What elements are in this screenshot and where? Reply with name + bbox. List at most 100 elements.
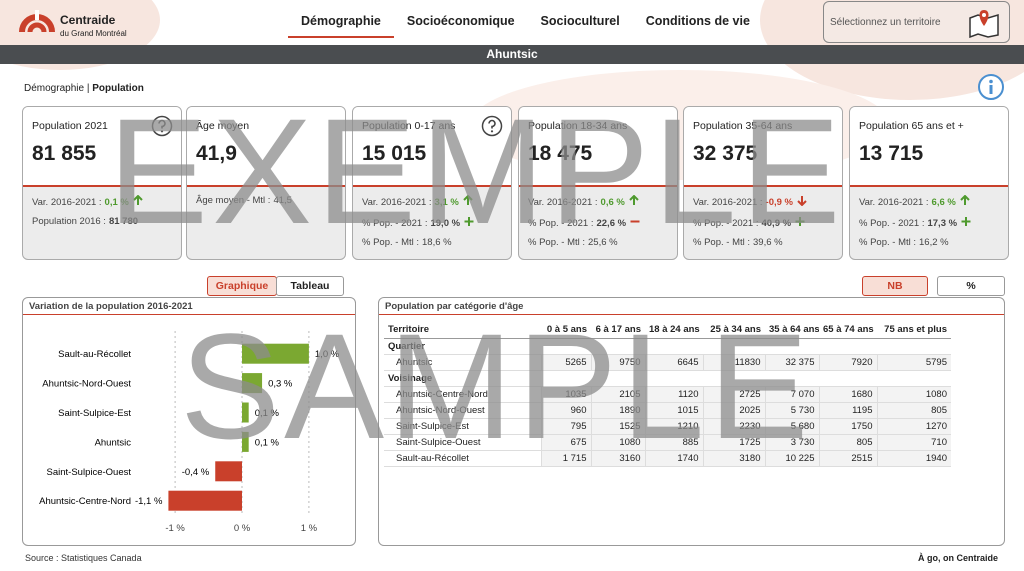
- cell: 1080: [876, 386, 951, 403]
- line-label: % Pop. - Mtl :: [693, 237, 751, 248]
- line-value: 40,9 %: [761, 218, 792, 229]
- line-value: 22,6 %: [596, 218, 627, 229]
- cell: 960: [540, 402, 591, 419]
- cell: 1890: [590, 402, 645, 419]
- x-tick-label: 1 %: [301, 523, 318, 534]
- card-title: Âge moyen: [196, 120, 250, 132]
- cell: 5 680: [764, 418, 819, 435]
- column-header: 6 à 17 ans: [591, 321, 645, 339]
- cell: 2515: [818, 450, 877, 467]
- table: Territoire 0 à 5 ans 6 à 17 ans 18 à 24 ans…: [384, 321, 951, 467]
- toggle-button[interactable]: Tableau: [276, 276, 344, 296]
- line-label: Var. 2016-2021 :: [859, 197, 929, 208]
- source: Source : Statistiques Canada: [25, 553, 142, 563]
- toggle-button[interactable]: %: [937, 276, 1005, 296]
- toggle-button[interactable]: NB: [862, 276, 928, 296]
- column-header: 35 à 64 ans: [765, 321, 819, 339]
- card-line: % Pop. - 2021 :19,0 %: [362, 216, 502, 229]
- cell: 7920: [818, 354, 877, 371]
- card-value: 32 375: [693, 142, 758, 165]
- card-title: Population 65 ans et +: [859, 120, 964, 132]
- help-icon[interactable]: [481, 115, 503, 137]
- stat-card: Population 35-64 ans 32 375 Var. 2016-2021…: [683, 106, 843, 260]
- line-label: % Pop. - Mtl :: [528, 237, 586, 248]
- trend-glyph: [797, 196, 807, 207]
- card-value: 13 715: [859, 142, 924, 165]
- cell: 5265: [540, 354, 591, 371]
- cell: 1120: [644, 386, 703, 403]
- value-label: 0,1 %: [255, 437, 280, 448]
- cell: 10 225: [764, 450, 819, 467]
- crumb-page: Population: [92, 83, 144, 94]
- card-top: Population 65 ans et + 13 715: [850, 107, 1008, 187]
- x-tick-label: -1 %: [165, 523, 185, 534]
- stat-card: Population 2021 81 855 Var. 2016-2021 :0,1…: [22, 106, 182, 260]
- line-value: 17,3 %: [927, 218, 958, 229]
- card-value: 18 475: [528, 142, 593, 165]
- category-label: Sault-au-Récollet: [58, 349, 131, 360]
- trend-icon: [629, 194, 639, 205]
- table-panel: Population par catégorie d'âge Territoir…: [378, 297, 1005, 546]
- stat-card: Population 18-34 ans 18 475 Var. 2016-2021…: [518, 106, 678, 260]
- data-row: Saint-Sulpice-Est 795 1525 1210 2230 5 680 175…: [384, 418, 951, 435]
- card-line: Var. 2016-2021 :0,1 %: [32, 194, 172, 208]
- card-line: % Pop. - Mtl :18,6 %: [362, 237, 502, 248]
- card-line: % Pop. - 2021 :17,3 %: [859, 216, 999, 229]
- cell: 3180: [702, 450, 765, 467]
- territory-select[interactable]: Sélectionnez un territoire: [823, 1, 1010, 43]
- column-header: 65 à 74 ans: [819, 321, 877, 339]
- value-label: 1,0 %: [315, 349, 340, 360]
- help-icon[interactable]: [151, 115, 173, 137]
- cell: 1 715: [540, 450, 591, 467]
- nav-item[interactable]: Socioéconomique: [406, 14, 515, 28]
- bar: [242, 431, 249, 452]
- table-title: Population par catégorie d'âge: [379, 298, 1004, 315]
- line-label: Var. 2016-2021 :: [528, 197, 598, 208]
- territory-name: Ahuntsic: [384, 354, 541, 371]
- data-row: Sault-au-Récollet 1 715 3160 1740 3180 10 225…: [384, 450, 951, 467]
- bar: [168, 490, 242, 511]
- logo-text: Centraide: [60, 13, 116, 27]
- card-line: Population 2016 :81 780: [32, 216, 172, 227]
- cell: 5 730: [764, 402, 819, 419]
- nav-item[interactable]: Démographie: [288, 0, 394, 38]
- toggle-button[interactable]: Graphique: [207, 276, 277, 296]
- data-row: Ahuntsic 5265 9750 6645 11830 32 375 7920 5795: [384, 354, 951, 371]
- card-line: % Pop. - 2021 :40,9 %: [693, 216, 833, 229]
- data-row: Ahuntsic-Nord-Ouest 960 1890 1015 2025 5 730 1…: [384, 402, 951, 419]
- territory-bar: Ahuntsic: [0, 45, 1024, 64]
- card-value: 15 015: [362, 142, 427, 165]
- cell: 1080: [590, 434, 645, 451]
- card-top: Population 35-64 ans 32 375: [684, 107, 842, 187]
- nav-item[interactable]: Socioculturel: [540, 14, 620, 28]
- category-label: Saint-Sulpice-Est: [58, 408, 131, 419]
- territory-name: Ahuntsic-Nord-Ouest: [384, 402, 541, 419]
- chart-title: Variation de la population 2016-2021: [23, 298, 355, 315]
- trend-icon: [795, 217, 805, 226]
- line-value: 3,1 %: [434, 197, 459, 208]
- line-label: Population 2016 :: [32, 216, 106, 227]
- cell: 1725: [702, 434, 765, 451]
- trend-icon: [630, 220, 640, 223]
- card-title: Population 35-64 ans: [693, 120, 793, 132]
- card-line: Var. 2016-2021 :6,6 %: [859, 194, 999, 208]
- stat-card: Âge moyen 41,9 Âge moyen - Mtl :41,5: [186, 106, 346, 260]
- section-name: Quartier: [384, 338, 951, 355]
- trend-icon: [133, 194, 143, 205]
- trend-glyph: [961, 217, 971, 226]
- column-header: 25 à 34 ans: [703, 321, 765, 339]
- card-value: 81 855: [32, 142, 97, 165]
- trend-glyph: [629, 194, 639, 205]
- cell: 9750: [590, 354, 645, 371]
- help-dot: [160, 130, 164, 133]
- value-label: -0,4 %: [182, 467, 210, 478]
- cell: 1035: [540, 386, 591, 403]
- info-icon[interactable]: [977, 73, 1005, 101]
- category-label: Ahuntsic-Nord-Ouest: [42, 379, 131, 390]
- line-label: % Pop. - 2021 :: [528, 218, 594, 229]
- line-value: 39,6 %: [753, 237, 783, 248]
- nav-item[interactable]: Conditions de vie: [645, 14, 750, 28]
- tagline: À go, on Centraide: [918, 553, 999, 563]
- card-top: Population 0-17 ans 15 015: [353, 107, 511, 187]
- trend-icon: [960, 194, 970, 205]
